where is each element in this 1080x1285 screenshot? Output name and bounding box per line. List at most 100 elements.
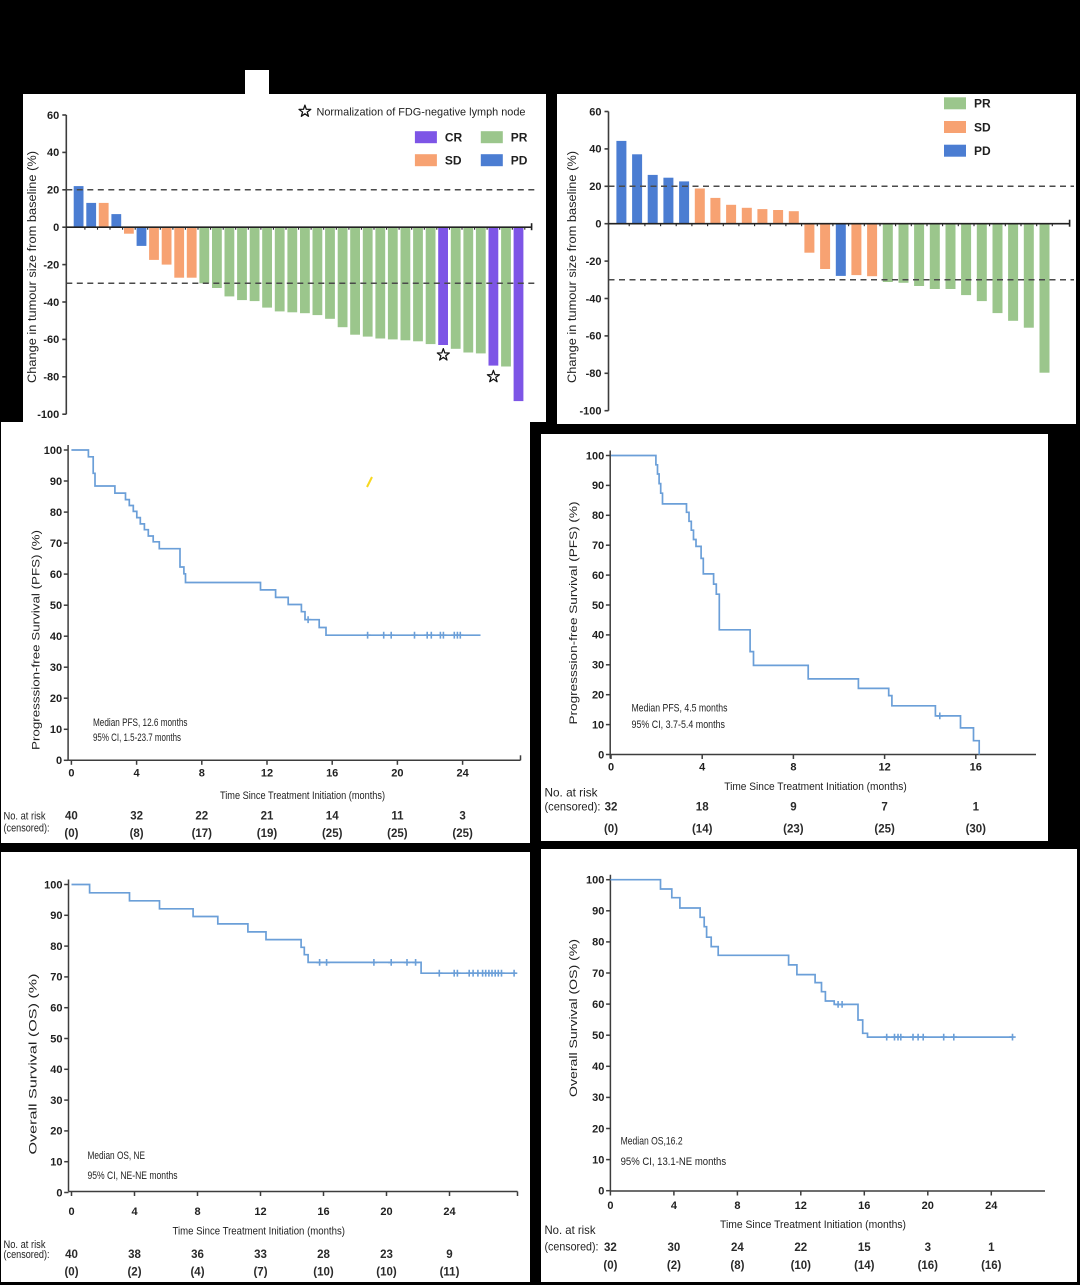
svg-text:60: 60 <box>589 106 601 118</box>
svg-text:40: 40 <box>50 631 62 643</box>
svg-text:16: 16 <box>858 1200 870 1212</box>
svg-text:9: 9 <box>790 802 796 814</box>
svg-text:0: 0 <box>53 222 59 234</box>
svg-text:16: 16 <box>970 762 982 774</box>
svg-text:(25): (25) <box>387 828 408 840</box>
svg-text:(censored):: (censored): <box>545 1240 599 1254</box>
svg-text:20: 20 <box>589 181 601 193</box>
svg-text:30: 30 <box>668 1242 681 1254</box>
svg-text:60: 60 <box>47 110 59 122</box>
svg-text:10: 10 <box>50 724 62 736</box>
svg-text:20: 20 <box>592 1123 604 1135</box>
svg-text:PR: PR <box>511 131 528 145</box>
svg-text:(censored):: (censored): <box>545 800 601 814</box>
svg-text:(25): (25) <box>452 828 473 840</box>
svg-text:20: 20 <box>50 693 62 705</box>
svg-text:3: 3 <box>925 1242 931 1254</box>
svg-text:70: 70 <box>50 538 62 550</box>
svg-text:-20: -20 <box>586 256 602 268</box>
svg-text:Time Since Treatment Initiatio: Time Since Treatment Initiation (months) <box>724 781 907 793</box>
svg-text:60: 60 <box>592 570 604 582</box>
svg-text:95% CI, 1.5-23.7 months: 95% CI, 1.5-23.7 months <box>93 732 181 744</box>
svg-text:20: 20 <box>50 1126 62 1138</box>
svg-text:1: 1 <box>973 802 980 814</box>
svg-text:12: 12 <box>254 1206 266 1218</box>
svg-text:No. at risk: No. at risk <box>4 811 46 823</box>
svg-text:32: 32 <box>604 1242 617 1254</box>
svg-text:Median OS, NE: Median OS, NE <box>88 1150 146 1162</box>
svg-text:(4): (4) <box>190 1267 204 1279</box>
svg-text:-100: -100 <box>579 406 601 418</box>
svg-text:11: 11 <box>391 811 404 823</box>
svg-text:(19): (19) <box>257 828 278 840</box>
svg-text:(23): (23) <box>783 824 804 836</box>
svg-text:80: 80 <box>592 510 604 522</box>
svg-text:4: 4 <box>671 1200 678 1212</box>
svg-text:70: 70 <box>592 540 604 552</box>
svg-text:38: 38 <box>128 1249 141 1261</box>
svg-text:20: 20 <box>47 185 59 197</box>
svg-text:40: 40 <box>47 147 59 159</box>
svg-text:8: 8 <box>790 762 796 774</box>
svg-text:23: 23 <box>380 1249 393 1261</box>
svg-text:3: 3 <box>459 811 465 823</box>
svg-text:(10): (10) <box>376 1267 397 1279</box>
svg-text:(censored):: (censored): <box>4 823 50 835</box>
svg-text:Change in tumour size from bas: Change in tumour size from baseline (%) <box>27 151 39 383</box>
svg-text:(25): (25) <box>322 828 343 840</box>
svg-text:10: 10 <box>592 719 604 731</box>
svg-text:15: 15 <box>858 1242 871 1254</box>
svg-text:(11): (11) <box>440 1267 460 1279</box>
svg-text:90: 90 <box>592 906 604 918</box>
svg-text:0: 0 <box>56 1187 62 1199</box>
svg-text:(10): (10) <box>791 1260 812 1272</box>
svg-text:-40: -40 <box>43 297 59 309</box>
svg-text:0: 0 <box>68 767 74 779</box>
svg-text:(censored):: (censored): <box>4 1249 50 1261</box>
svg-text:(2): (2) <box>667 1260 681 1272</box>
svg-text:14: 14 <box>326 811 339 823</box>
svg-text:90: 90 <box>50 910 62 922</box>
svg-text:(17): (17) <box>192 828 213 840</box>
svg-text:9: 9 <box>446 1249 452 1261</box>
svg-text:60: 60 <box>50 569 62 581</box>
svg-text:(0): (0) <box>64 828 78 840</box>
svg-text:30: 30 <box>592 660 604 672</box>
svg-text:4: 4 <box>699 762 706 774</box>
svg-text:40: 40 <box>65 1249 78 1261</box>
svg-text:(2): (2) <box>127 1267 141 1279</box>
svg-text:36: 36 <box>191 1249 204 1261</box>
svg-text:Median PFS, 4.5 months: Median PFS, 4.5 months <box>632 703 728 715</box>
svg-text:(14): (14) <box>692 824 713 836</box>
svg-text:SD: SD <box>445 154 462 168</box>
svg-text:-60: -60 <box>43 334 59 346</box>
svg-text:100: 100 <box>44 445 62 457</box>
svg-text:30: 30 <box>50 662 62 674</box>
svg-text:0: 0 <box>68 1206 74 1218</box>
svg-text:8: 8 <box>194 1206 200 1218</box>
svg-text:No. at risk: No. at risk <box>545 1223 597 1237</box>
svg-text:30: 30 <box>50 1095 62 1107</box>
svg-text:24: 24 <box>731 1242 744 1254</box>
svg-text:32: 32 <box>605 802 618 814</box>
svg-text:Overall Survival (OS) (%): Overall Survival (OS) (%) <box>28 973 40 1154</box>
svg-text:12: 12 <box>261 767 273 779</box>
svg-text:24: 24 <box>985 1200 998 1212</box>
svg-text:10: 10 <box>592 1154 604 1166</box>
svg-text:(0): (0) <box>64 1267 78 1279</box>
svg-text:(16): (16) <box>981 1260 1002 1272</box>
svg-text:0: 0 <box>595 219 601 231</box>
svg-text:20: 20 <box>922 1200 934 1212</box>
svg-text:(14): (14) <box>854 1260 875 1272</box>
svg-text:40: 40 <box>65 811 78 823</box>
svg-text:16: 16 <box>317 1206 329 1218</box>
svg-text:70: 70 <box>592 968 604 980</box>
svg-text:20: 20 <box>592 690 604 702</box>
svg-text:21: 21 <box>261 811 274 823</box>
svg-text:Time Since Treatment Initiatio: Time Since Treatment Initiation (months) <box>220 790 385 802</box>
svg-text:95% CI, NE-NE months: 95% CI, NE-NE months <box>88 1170 178 1182</box>
svg-text:Overall Survival (OS) (%): Overall Survival (OS) (%) <box>568 939 580 1097</box>
svg-text:95% CI, 3.7-5.4 months: 95% CI, 3.7-5.4 months <box>632 719 726 731</box>
svg-text:PD: PD <box>511 154 528 168</box>
svg-text:8: 8 <box>734 1200 740 1212</box>
